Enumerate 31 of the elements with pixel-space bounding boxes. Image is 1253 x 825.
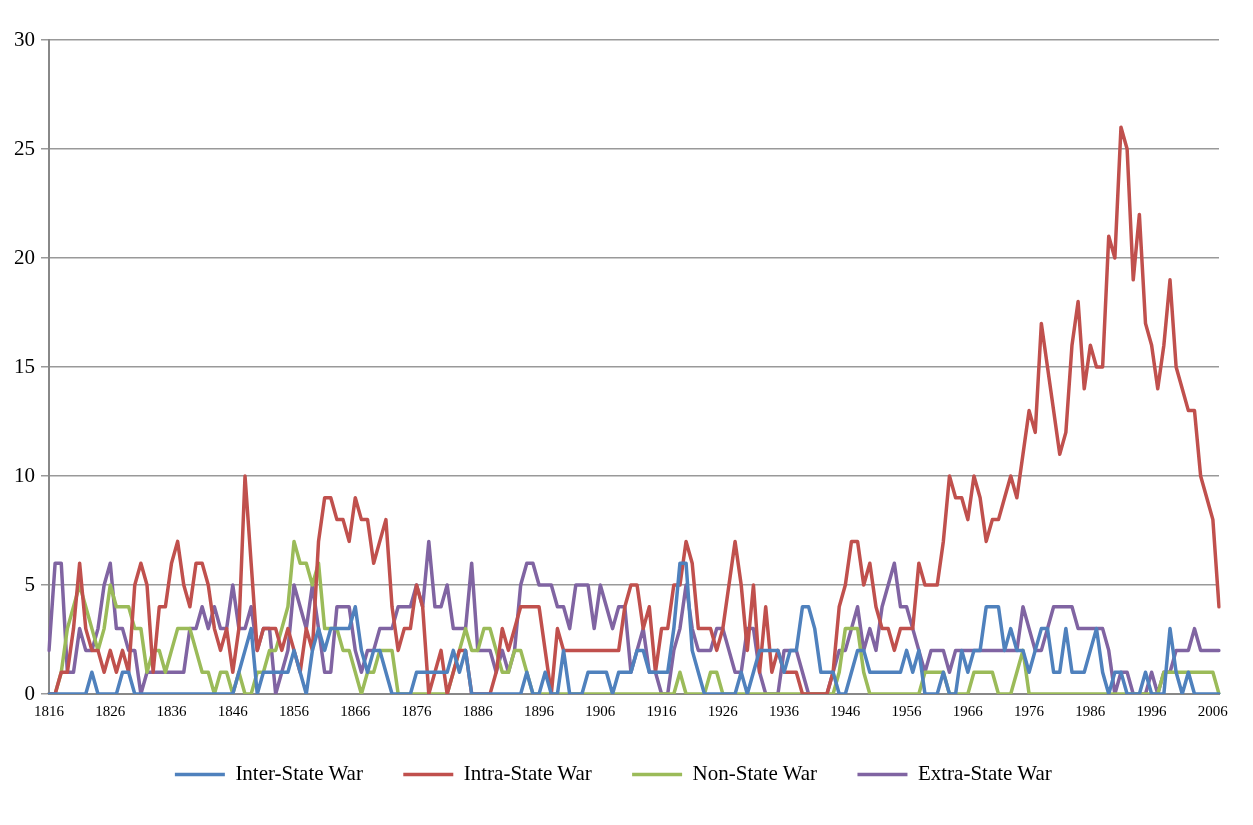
x-tick-label: 1986: [1075, 702, 1106, 719]
x-tick-label: 1946: [830, 702, 861, 719]
x-tick-label: 1886: [462, 702, 494, 719]
x-tick-label: 1876: [401, 702, 433, 719]
y-tick-label: 30: [14, 26, 35, 51]
y-tick-label: 20: [14, 244, 35, 269]
x-tick-label: 1846: [217, 702, 249, 719]
legend-label: Non-State War: [692, 761, 818, 786]
x-tick-label: 1936: [769, 702, 800, 719]
x-tick-label: 1896: [524, 702, 555, 719]
x-tick-label: 1996: [1136, 702, 1168, 719]
y-tick-label: 5: [24, 571, 35, 596]
x-tick-label: 1836: [156, 702, 188, 719]
y-tick-label: 10: [14, 462, 35, 487]
y-tick-label: 15: [14, 353, 35, 378]
y-tick-label: 25: [14, 135, 35, 160]
x-tick-label: 1906: [585, 702, 616, 719]
x-tick-label: 1926: [707, 702, 739, 719]
x-tick-label: 1956: [891, 702, 923, 719]
x-tick-label: 1916: [646, 702, 678, 719]
x-tick-label: 1866: [340, 702, 371, 719]
x-tick-label: 1976: [1014, 702, 1045, 719]
legend-label: Inter-State War: [235, 761, 363, 786]
legend-label: Extra-State War: [917, 761, 1052, 786]
x-tick-label: 1826: [95, 702, 126, 719]
x-tick-label: 1816: [34, 702, 65, 719]
x-tick-label: 1966: [952, 702, 984, 719]
x-tick-label: 1856: [279, 702, 310, 719]
x-tick-label: 2006: [1197, 702, 1229, 719]
legend-label: Intra-State War: [463, 761, 592, 786]
y-tick-label: 0: [24, 680, 35, 705]
